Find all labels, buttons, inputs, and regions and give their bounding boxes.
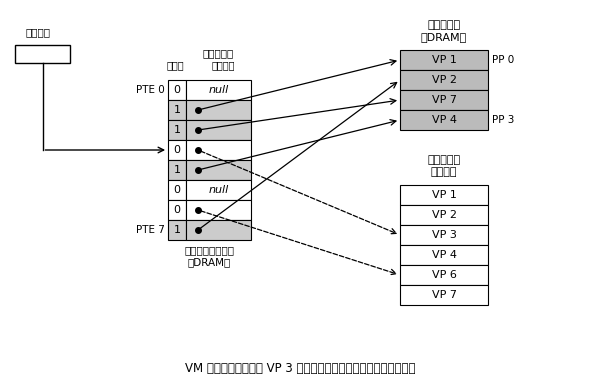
Bar (186, 140, 251, 160)
Bar (15, 45, 70, 63)
Text: （DRAM）: （DRAM） (421, 32, 467, 42)
Bar (168, 120, 186, 140)
Bar (186, 80, 251, 100)
Text: VP 2: VP 2 (432, 210, 457, 220)
Bar (168, 220, 186, 240)
Bar (400, 90, 488, 110)
Text: PTE 7: PTE 7 (136, 225, 165, 235)
Text: 0: 0 (174, 185, 180, 195)
Text: 1: 1 (174, 125, 180, 135)
Bar (400, 50, 488, 70)
Text: 物理页号或: 物理页号或 (203, 48, 234, 58)
Bar (168, 140, 186, 160)
Text: （DRAM）: （DRAM） (188, 257, 231, 267)
Text: VP 1: VP 1 (432, 55, 456, 65)
Text: 0: 0 (174, 85, 180, 95)
Text: null: null (209, 185, 228, 195)
Text: VP 7: VP 7 (432, 290, 457, 300)
Text: 1: 1 (174, 165, 180, 175)
Bar (186, 100, 251, 120)
Text: VP 4: VP 4 (432, 250, 457, 260)
Bar (168, 200, 186, 220)
Text: （磁盘）: （磁盘） (431, 167, 457, 177)
Text: 1: 1 (174, 225, 180, 235)
Text: VP 3: VP 3 (432, 230, 456, 240)
Text: VP 6: VP 6 (432, 270, 456, 280)
Bar (400, 185, 488, 205)
Bar (400, 265, 488, 285)
Text: null: null (209, 85, 228, 95)
Text: 虚拟地址: 虚拟地址 (25, 27, 50, 37)
Bar (186, 180, 251, 200)
Text: 0: 0 (174, 145, 180, 155)
Bar (186, 160, 251, 180)
Text: 常驻存储器的页表: 常驻存储器的页表 (185, 245, 234, 255)
Bar (168, 160, 186, 180)
Bar (186, 220, 251, 240)
Bar (168, 80, 186, 100)
Bar (400, 245, 488, 265)
Text: PP 3: PP 3 (492, 115, 514, 125)
Bar (400, 110, 488, 130)
Text: VP 2: VP 2 (432, 75, 457, 85)
Text: 1: 1 (174, 105, 180, 115)
Text: VP 1: VP 1 (432, 190, 456, 200)
Text: 虚拟存储器: 虚拟存储器 (427, 155, 460, 165)
Text: 物理存储器: 物理存储器 (427, 20, 460, 30)
Text: VP 7: VP 7 (432, 95, 457, 105)
Bar (186, 200, 251, 220)
Bar (168, 100, 186, 120)
Text: PTE 0: PTE 0 (136, 85, 165, 95)
Text: PP 0: PP 0 (492, 55, 514, 65)
Text: VM 缺页（之前）。对 VP 3 中的字的引用不命中，从而触发了缺页: VM 缺页（之前）。对 VP 3 中的字的引用不命中，从而触发了缺页 (185, 362, 415, 375)
Bar (400, 70, 488, 90)
Text: 磁盘地址: 磁盘地址 (212, 60, 235, 70)
Text: 0: 0 (174, 205, 180, 215)
Bar (400, 225, 488, 245)
Bar (186, 120, 251, 140)
Bar (168, 180, 186, 200)
Bar (400, 285, 488, 305)
Text: VP 4: VP 4 (432, 115, 457, 125)
Bar (400, 205, 488, 225)
Text: 有效位: 有效位 (166, 60, 184, 70)
